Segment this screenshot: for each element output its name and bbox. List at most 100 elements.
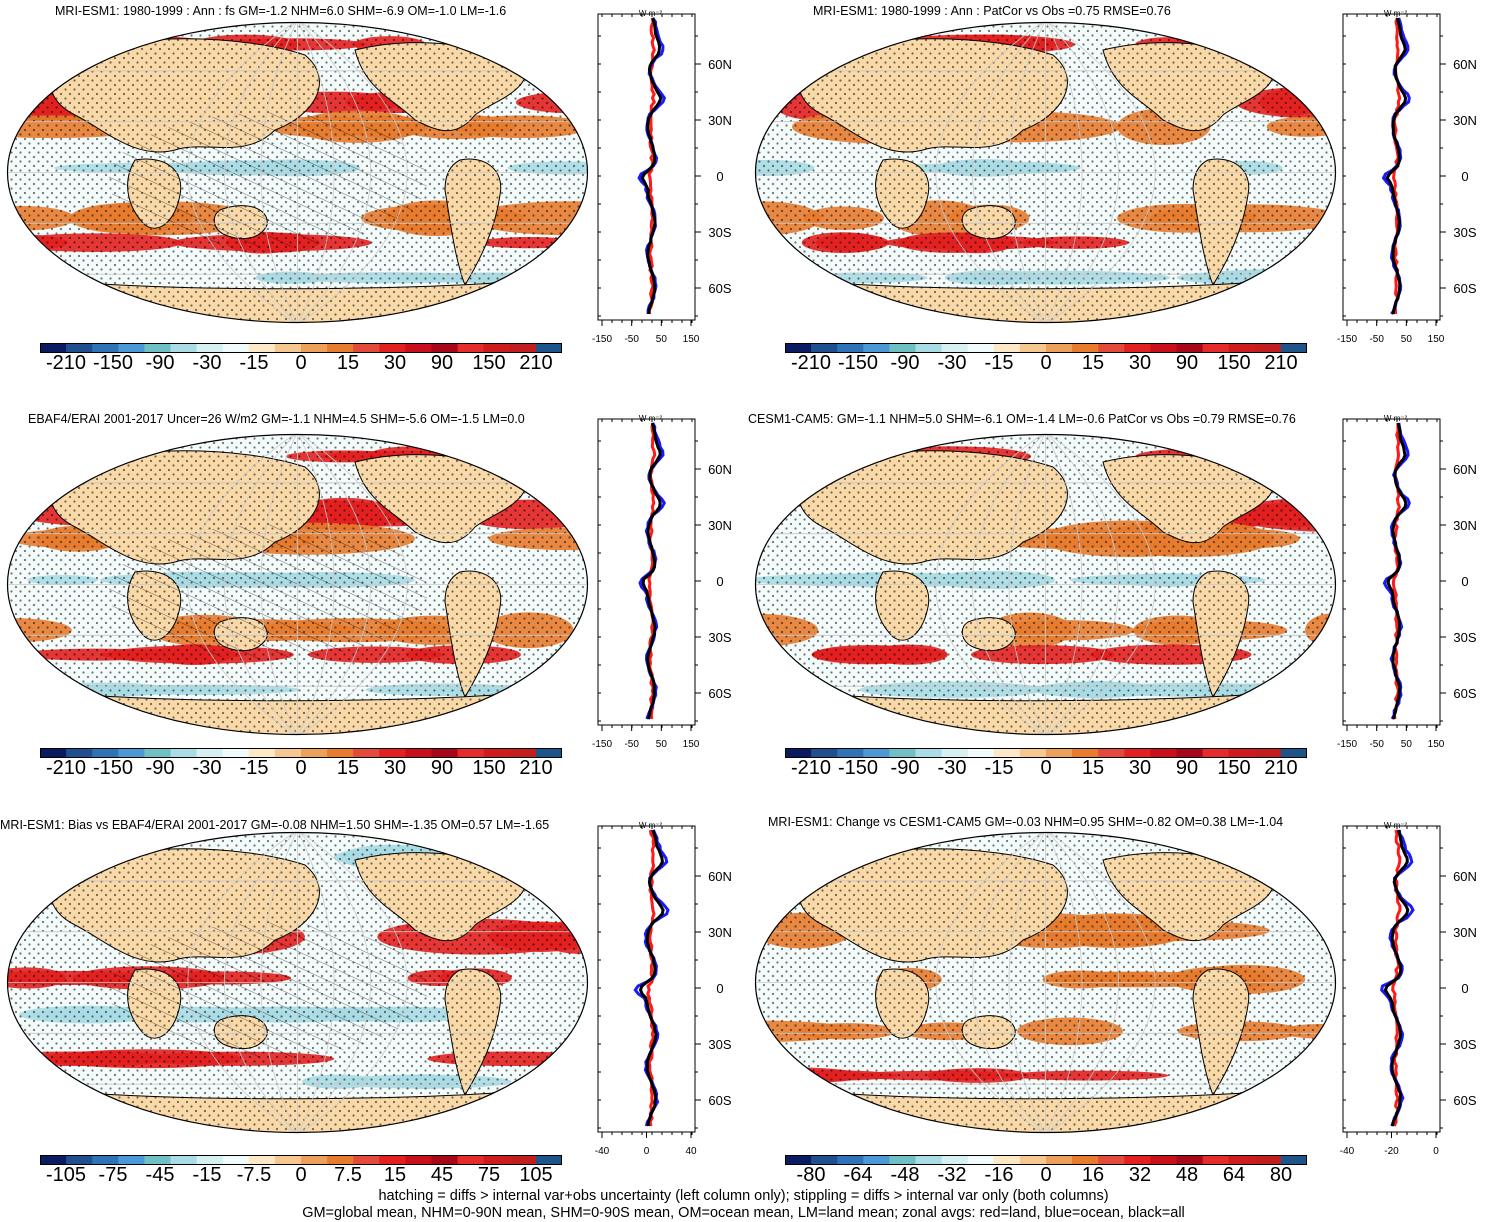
world-map-svg: [754, 433, 1337, 736]
field-patch: [27, 846, 116, 869]
colorbar-tick-label: 150: [472, 757, 506, 779]
zonal-lat-label: 0: [716, 981, 723, 996]
zonal-x-label: -150: [592, 739, 612, 750]
colorbar-tick-label: 45: [430, 1164, 454, 1186]
colorbar-swatch: [379, 343, 406, 353]
colorbar-swatch: [1228, 1155, 1256, 1165]
hatching-overlay: [108, 112, 428, 248]
colorbar-swatch: [1202, 1155, 1230, 1165]
colorbar-tick-label: -15: [984, 757, 1014, 779]
colorbar-tick-label: 150: [1217, 352, 1251, 374]
zonal-x-label: 50: [1401, 739, 1413, 750]
colorbar-swatch: [196, 1155, 224, 1165]
colorbar-tick-label: -15: [192, 1164, 222, 1186]
graticule-meridian: [1045, 832, 1156, 1133]
colorbar-swatch: [1280, 343, 1308, 353]
zonal-lat-label: 60S: [708, 281, 731, 296]
graticule-meridian: [297, 22, 335, 323]
graticule-meridian: [1045, 832, 1120, 1133]
colorbar-swatch: [170, 343, 198, 353]
colorbar: [785, 340, 1308, 358]
colorbar-swatch: [222, 343, 250, 353]
colorbar-swatch: [1176, 748, 1204, 758]
colorbar-swatch: [483, 343, 511, 353]
zonal-mean-plot: W m⁻² 60N 30N 0 30S 60S -40 -20 0: [1335, 820, 1485, 1170]
colorbar-swatch: [405, 343, 432, 353]
colorbar-swatch: [837, 343, 864, 353]
colorbar-swatch: [379, 748, 406, 758]
zonal-unit: W m⁻²: [639, 9, 663, 18]
colorbar-swatch: [509, 748, 537, 758]
colorbar-swatch: [941, 343, 969, 353]
colorbar-swatch: [1228, 343, 1256, 353]
colorbar-swatch: [1150, 1155, 1177, 1165]
colorbar-swatch: [837, 1155, 864, 1165]
colorbar-swatch: [1046, 748, 1073, 758]
colorbar-swatch: [889, 1155, 916, 1165]
zonal-x-label: -20: [1384, 1146, 1399, 1157]
field-patch: [525, 1075, 588, 1088]
colorbar-tick-label: -7.5: [236, 1164, 272, 1186]
colorbar-swatch: [379, 1155, 406, 1165]
colorbar-swatch: [1072, 1155, 1099, 1165]
colorbar-swatch: [993, 343, 1021, 353]
map-border: [754, 21, 1337, 324]
map-border: [754, 831, 1337, 1134]
colorbar-swatch: [967, 1155, 995, 1165]
colorbar-swatch: [1098, 343, 1125, 353]
graticule-meridian: [935, 22, 1046, 323]
colorbar-svg: [40, 748, 563, 758]
zonal-all-line: [641, 422, 662, 720]
colorbar-tick-label: -15: [984, 352, 1014, 374]
zonal-x-label: 150: [683, 739, 700, 750]
zonal-x-label: 40: [685, 1146, 697, 1157]
colorbar-swatch: [274, 1155, 302, 1165]
field-patch: [755, 1070, 811, 1081]
zonal-x-label: -50: [624, 739, 639, 750]
colorbar-swatch: [1228, 748, 1256, 758]
zonal-lat-label: 30S: [1453, 225, 1476, 240]
colorbar-swatch: [1280, 748, 1308, 758]
zonal-x-label: 150: [1428, 739, 1445, 750]
colorbar-swatch: [863, 343, 890, 353]
zonal-x-label: 50: [656, 334, 668, 345]
colorbar-tick-label: -75: [98, 1164, 128, 1186]
zonal-unit: W m⁻²: [639, 821, 663, 830]
colorbar-swatch: [1072, 748, 1099, 758]
colorbar-frame: [40, 748, 562, 758]
colorbar-swatch: [248, 1155, 276, 1165]
field-patch: [21, 270, 85, 285]
zonal-lat-label: 0: [716, 169, 723, 184]
graticule-meridian: [223, 22, 298, 323]
colorbar-swatch: [811, 343, 838, 353]
colorbar-swatch: [301, 748, 328, 758]
map: [753, 830, 1338, 1140]
colorbar-swatch: [248, 748, 276, 758]
colorbar-labels: -210 -150 -90 -30 -15 0 15 30 90 150 210: [40, 757, 562, 781]
colorbar-tick-label: 16: [1081, 1164, 1105, 1186]
colorbar-swatch: [889, 748, 916, 758]
colorbar-swatch: [222, 1155, 250, 1165]
zonal-frame: [1342, 418, 1441, 726]
colorbar-labels: -105 -75 -45 -15 -7.5 0 7.5 15 45 75 105: [40, 1164, 562, 1188]
colorbar-tick-label: 75: [477, 1164, 501, 1186]
zonal-lat-label: 0: [716, 574, 723, 589]
zonal-x-label: 150: [1428, 334, 1445, 345]
zonal-lat-label: 0: [1461, 574, 1468, 589]
colorbar-swatch: [92, 748, 119, 758]
colorbar-swatch: [1124, 748, 1151, 758]
panel-6: MRI-ESM1: Change vs CESM1-CAM5 GM=-0.03 …: [745, 812, 1485, 1186]
colorbar-tick-label: -150: [92, 757, 134, 779]
colorbar-swatch: [353, 748, 380, 758]
graticule-meridian: [1045, 832, 1083, 1133]
graticule-meridian: [297, 832, 372, 1133]
zonal-lat-label: 30N: [1453, 925, 1477, 940]
map-border: [6, 831, 589, 1134]
colorbar-tick-label: -16: [984, 1164, 1014, 1186]
colorbar-tick-label: 210: [519, 757, 553, 779]
colorbar-tick-label: 30: [383, 757, 407, 779]
colorbar-tick-label: 15: [336, 757, 360, 779]
zonal-lat-label: 60N: [1453, 462, 1477, 477]
colorbar-swatch: [1019, 1155, 1047, 1165]
colorbar-tick-label: -15: [239, 352, 269, 374]
